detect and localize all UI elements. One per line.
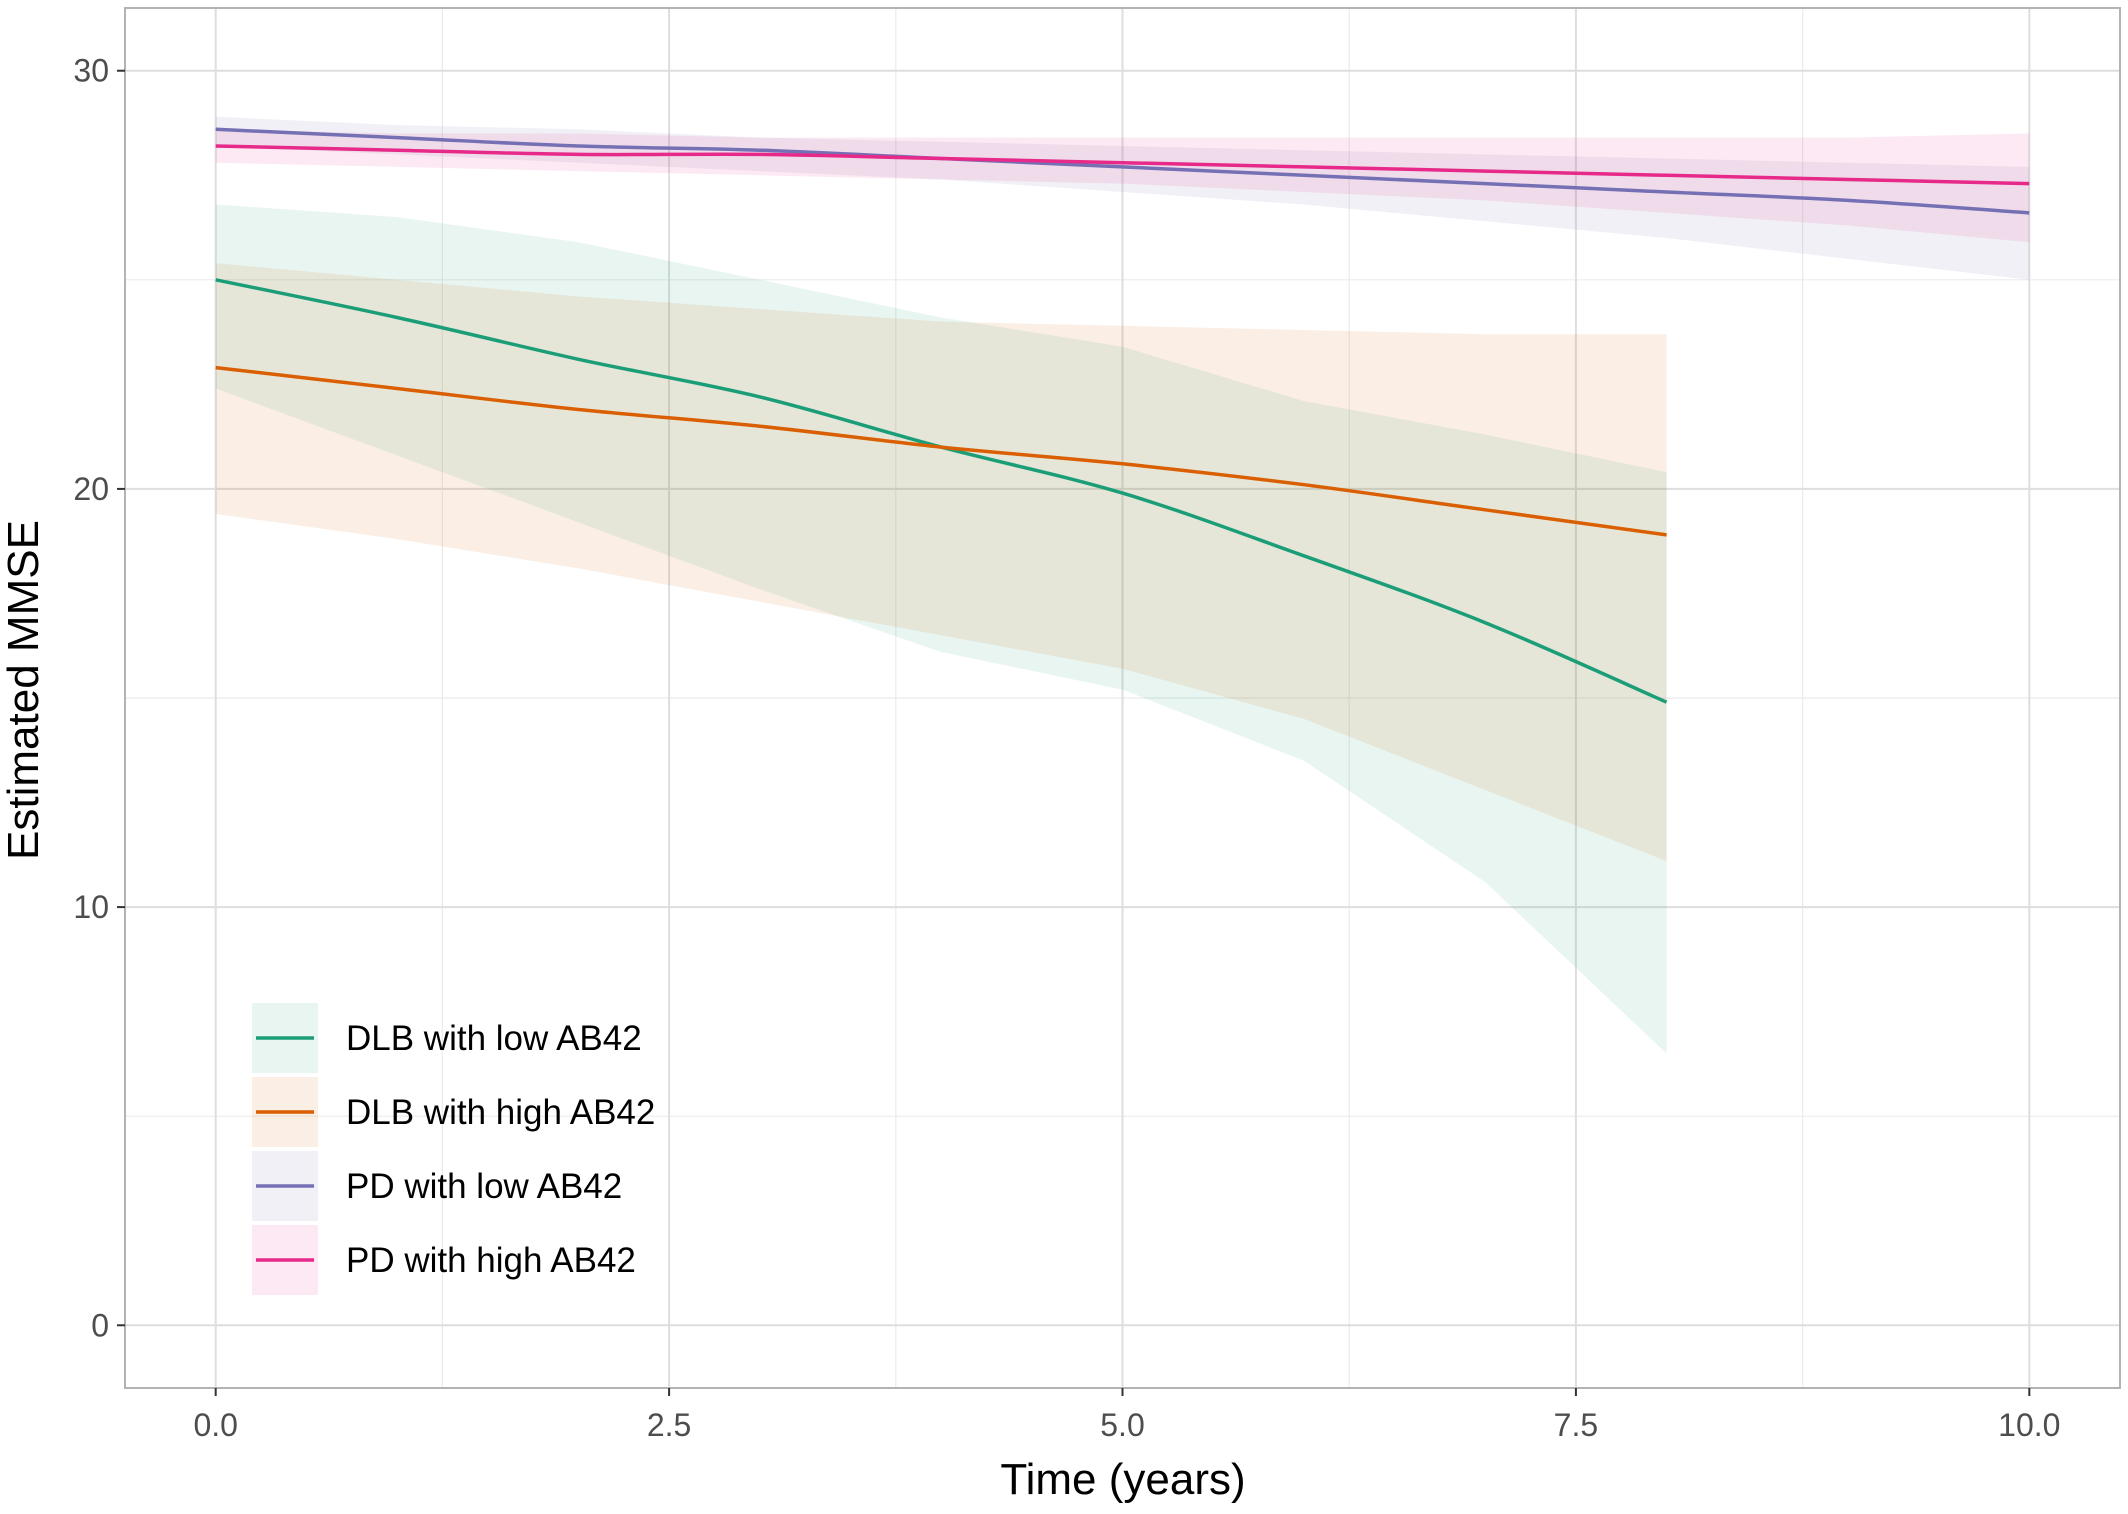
panel-frame-layer xyxy=(117,7,2121,1396)
confidence-band-4 xyxy=(215,129,2030,243)
legend-label: PD with high AB42 xyxy=(346,1241,636,1280)
y-tick-label: 30 xyxy=(73,53,109,89)
x-tick-label: 2.5 xyxy=(647,1407,691,1443)
tick-label-layer: 0.0 2.5 5.0 7.5 10.0 0 10 20 30 xyxy=(73,53,2060,1443)
legend-label: DLB with low AB42 xyxy=(346,1019,642,1058)
series-line-3 xyxy=(215,127,2030,215)
series-line-2 xyxy=(215,365,1667,537)
legend-label: PD with low AB42 xyxy=(346,1167,622,1206)
series-line-layer xyxy=(215,127,2030,704)
x-tick-label: 5.0 xyxy=(1100,1407,1144,1443)
y-tick-label: 0 xyxy=(91,1307,109,1343)
legend: DLB with low AB42 DLB with high AB42 PD wi… xyxy=(252,1003,655,1295)
series-line-4 xyxy=(215,144,2030,186)
x-axis-title: Time (years) xyxy=(1000,1455,1245,1504)
y-axis-title: Estimated MMSE xyxy=(0,520,48,860)
confidence-band-1 xyxy=(215,204,1667,1054)
x-tick-label: 7.5 xyxy=(1554,1407,1598,1443)
grid-layer xyxy=(125,8,2120,1388)
confidence-band-3 xyxy=(215,116,2030,280)
y-tick-label: 20 xyxy=(73,471,109,507)
confidence-band-2 xyxy=(215,263,1667,862)
x-tick-label: 10.0 xyxy=(1998,1407,2060,1443)
confidence-band-layer xyxy=(215,116,2030,1054)
y-tick-label: 10 xyxy=(73,889,109,925)
legend-label: DLB with high AB42 xyxy=(346,1093,655,1132)
x-tick-label: 0.0 xyxy=(193,1407,237,1443)
